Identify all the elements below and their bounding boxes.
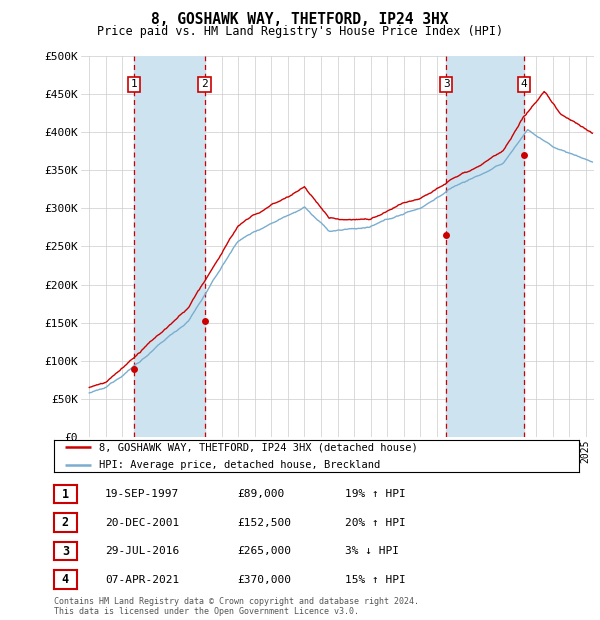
Text: 8, GOSHAWK WAY, THETFORD, IP24 3HX: 8, GOSHAWK WAY, THETFORD, IP24 3HX [151,12,449,27]
Text: 29-JUL-2016: 29-JUL-2016 [105,546,179,556]
Text: 3% ↓ HPI: 3% ↓ HPI [345,546,399,556]
Text: 3: 3 [443,79,449,89]
Text: 15% ↑ HPI: 15% ↑ HPI [345,575,406,585]
Text: 19-SEP-1997: 19-SEP-1997 [105,489,179,499]
Text: 1: 1 [62,488,69,500]
Text: Price paid vs. HM Land Registry's House Price Index (HPI): Price paid vs. HM Land Registry's House … [97,25,503,37]
Text: £265,000: £265,000 [237,546,291,556]
Text: 2: 2 [62,516,69,529]
Text: HPI: Average price, detached house, Breckland: HPI: Average price, detached house, Brec… [98,460,380,471]
Text: 19% ↑ HPI: 19% ↑ HPI [345,489,406,499]
Text: Contains HM Land Registry data © Crown copyright and database right 2024.: Contains HM Land Registry data © Crown c… [54,597,419,606]
Text: 20-DEC-2001: 20-DEC-2001 [105,518,179,528]
Text: £370,000: £370,000 [237,575,291,585]
Text: £152,500: £152,500 [237,518,291,528]
Text: 07-APR-2021: 07-APR-2021 [105,575,179,585]
Text: 1: 1 [131,79,137,89]
Text: 4: 4 [62,574,69,586]
Bar [134,56,205,437]
Text: 4: 4 [521,79,527,89]
Text: 20% ↑ HPI: 20% ↑ HPI [345,518,406,528]
Text: This data is licensed under the Open Government Licence v3.0.: This data is licensed under the Open Gov… [54,608,359,616]
Text: 3: 3 [62,545,69,557]
Text: 2: 2 [201,79,208,89]
Bar [446,56,524,437]
Text: 8, GOSHAWK WAY, THETFORD, IP24 3HX (detached house): 8, GOSHAWK WAY, THETFORD, IP24 3HX (deta… [98,442,418,453]
Text: £89,000: £89,000 [237,489,284,499]
